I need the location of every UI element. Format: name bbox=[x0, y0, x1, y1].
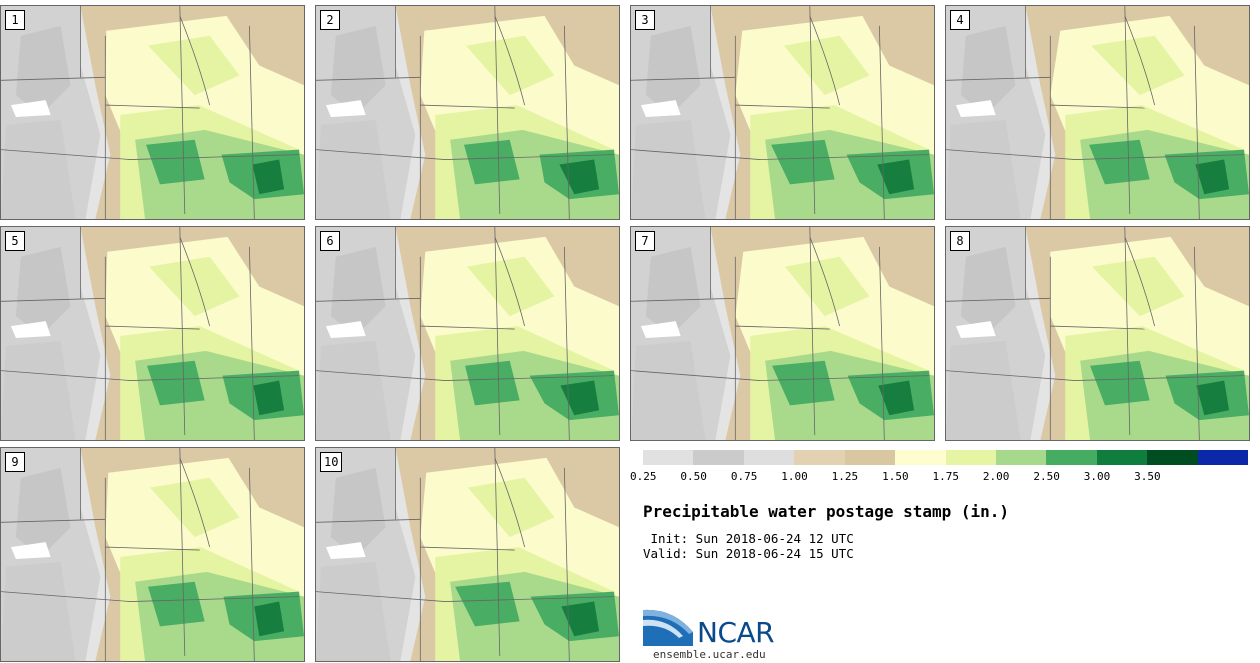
legend-swatch bbox=[794, 450, 845, 465]
ncar-logo-icon bbox=[643, 609, 693, 646]
map-stamp-4: 4 bbox=[945, 5, 1250, 220]
legend-swatch bbox=[844, 450, 896, 465]
init-time: Init: Sun 2018-06-24 12 UTC bbox=[643, 531, 854, 546]
map-stamp-7: 7 bbox=[630, 226, 935, 441]
stamp-label: 6 bbox=[320, 231, 340, 251]
legend-swatch bbox=[693, 450, 744, 465]
legend-swatch bbox=[743, 450, 795, 465]
map-stamp-10: 10 bbox=[315, 447, 620, 662]
legend-tick: 0.25 bbox=[630, 470, 657, 483]
legend-tick: 0.75 bbox=[730, 470, 758, 483]
stamp-label: 1 bbox=[5, 10, 25, 30]
stamp-label: 8 bbox=[950, 231, 970, 251]
ncar-logo-text: NCAR bbox=[697, 616, 775, 649]
map-stamp-8: 8 bbox=[945, 226, 1250, 441]
legend-swatch bbox=[1096, 450, 1148, 465]
legend-swatch bbox=[995, 450, 1047, 465]
legend-swatch bbox=[945, 450, 996, 465]
legend-tick: 2.00 bbox=[982, 470, 1010, 483]
legend-ticks: 0.25 0.50 0.75 1.00 1.25 1.50 1.75 2.00 2.50 3.00… bbox=[630, 470, 1250, 484]
page-title: Precipitable water postage stamp (in.) bbox=[643, 502, 1010, 521]
map-stamp-5: 5 bbox=[0, 226, 305, 441]
map-stamp-1: 1 bbox=[0, 5, 305, 220]
legend-tick: 1.50 bbox=[882, 470, 909, 483]
legend-tick: 3.00 bbox=[1083, 470, 1111, 483]
logo-url: ensemble.ucar.edu bbox=[653, 648, 766, 661]
legend-swatch bbox=[1046, 450, 1097, 465]
map-stamp-3: 3 bbox=[630, 5, 935, 220]
stamp-label: 4 bbox=[950, 10, 970, 30]
legend-swatch bbox=[895, 450, 946, 465]
legend-tick: 1.75 bbox=[932, 470, 960, 483]
color-legend bbox=[643, 450, 1249, 465]
legend-tick: 2.50 bbox=[1033, 470, 1060, 483]
legend-swatch bbox=[1147, 450, 1198, 465]
legend-tick: 3.50 bbox=[1134, 470, 1161, 483]
map-stamp-2: 2 bbox=[315, 5, 620, 220]
stamp-label: 10 bbox=[320, 452, 343, 472]
legend-swatch bbox=[643, 450, 694, 465]
stamp-label: 7 bbox=[635, 231, 655, 251]
stamp-label: 3 bbox=[635, 10, 655, 30]
legend-tick: 1.00 bbox=[781, 470, 808, 483]
stamp-label: 9 bbox=[5, 452, 25, 472]
legend-swatch bbox=[1197, 450, 1249, 465]
valid-time: Valid: Sun 2018-06-24 15 UTC bbox=[643, 546, 854, 561]
stamp-label: 5 bbox=[5, 231, 25, 251]
stamp-label: 2 bbox=[320, 10, 340, 30]
legend-tick: 0.50 bbox=[680, 470, 707, 483]
map-stamp-9: 9 bbox=[0, 447, 305, 662]
legend-tick: 1.25 bbox=[831, 470, 859, 483]
map-stamp-6: 6 bbox=[315, 226, 620, 441]
